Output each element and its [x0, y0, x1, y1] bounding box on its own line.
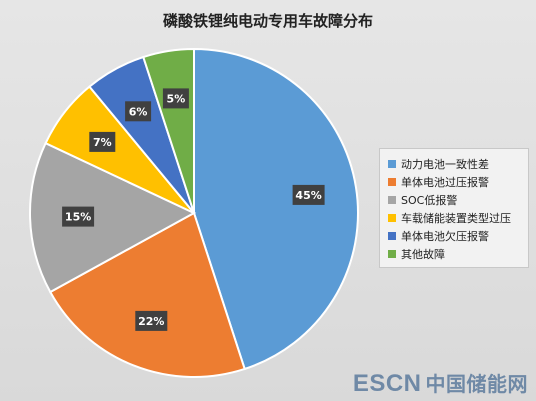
legend-label: SOC低报警	[401, 194, 458, 207]
legend-label: 动力电池一致性差	[401, 158, 489, 171]
watermark-logo: ESCN 中国储能网	[353, 368, 528, 398]
chart-legend: 动力电池一致性差 单体电池过压报警 SOC低报警 车载储能装置类型过压 单体电池…	[379, 148, 529, 268]
data-label: 7%	[89, 131, 116, 152]
data-label-text: 5%	[167, 92, 186, 105]
legend-item: 动力电池一致性差	[388, 155, 522, 173]
pie-slice	[193, 47, 359, 371]
data-label: 22%	[135, 310, 168, 331]
data-label-box	[135, 310, 168, 331]
legend-item: 单体电池过压报警	[388, 173, 522, 191]
legend-swatch	[388, 160, 396, 168]
legend-swatch	[388, 196, 396, 204]
chart-title: 磷酸铁锂纯电动专用车故障分布	[162, 12, 373, 30]
data-label-box	[62, 206, 95, 227]
legend-label: 单体电池欠压报警	[401, 230, 489, 243]
data-label-box	[125, 101, 152, 122]
data-label-text: 45%	[295, 189, 321, 202]
legend-swatch	[388, 250, 396, 258]
data-label: 15%	[62, 206, 95, 227]
data-label-text: 6%	[129, 105, 148, 118]
pie-slice	[29, 141, 197, 294]
data-label-text: 15%	[65, 211, 91, 224]
legend-swatch	[388, 232, 396, 240]
pie-slice	[48, 211, 246, 378]
watermark-latin: ESCN	[352, 370, 422, 397]
legend-label: 单体电池过压报警	[401, 176, 489, 189]
data-label-box	[292, 184, 325, 205]
data-label: 45%	[292, 184, 325, 205]
data-label: 6%	[125, 101, 152, 122]
legend-label: 其他故障	[401, 248, 445, 261]
data-label-text: 22%	[138, 315, 164, 328]
legend-item: 单体电池欠压报警	[388, 227, 522, 245]
data-label-box	[89, 131, 116, 152]
legend-swatch	[388, 214, 396, 222]
legend-item: SOC低报警	[388, 191, 522, 209]
data-label-text: 7%	[93, 136, 112, 149]
legend-swatch	[388, 178, 396, 186]
legend-label: 车载储能装置类型过压	[401, 212, 511, 225]
watermark-chinese: 中国储能网	[425, 372, 528, 396]
legend-item: 其他故障	[388, 245, 522, 263]
legend-item: 车载储能装置类型过压	[388, 209, 522, 227]
data-label-box	[162, 88, 189, 109]
data-label: 5%	[162, 88, 189, 109]
